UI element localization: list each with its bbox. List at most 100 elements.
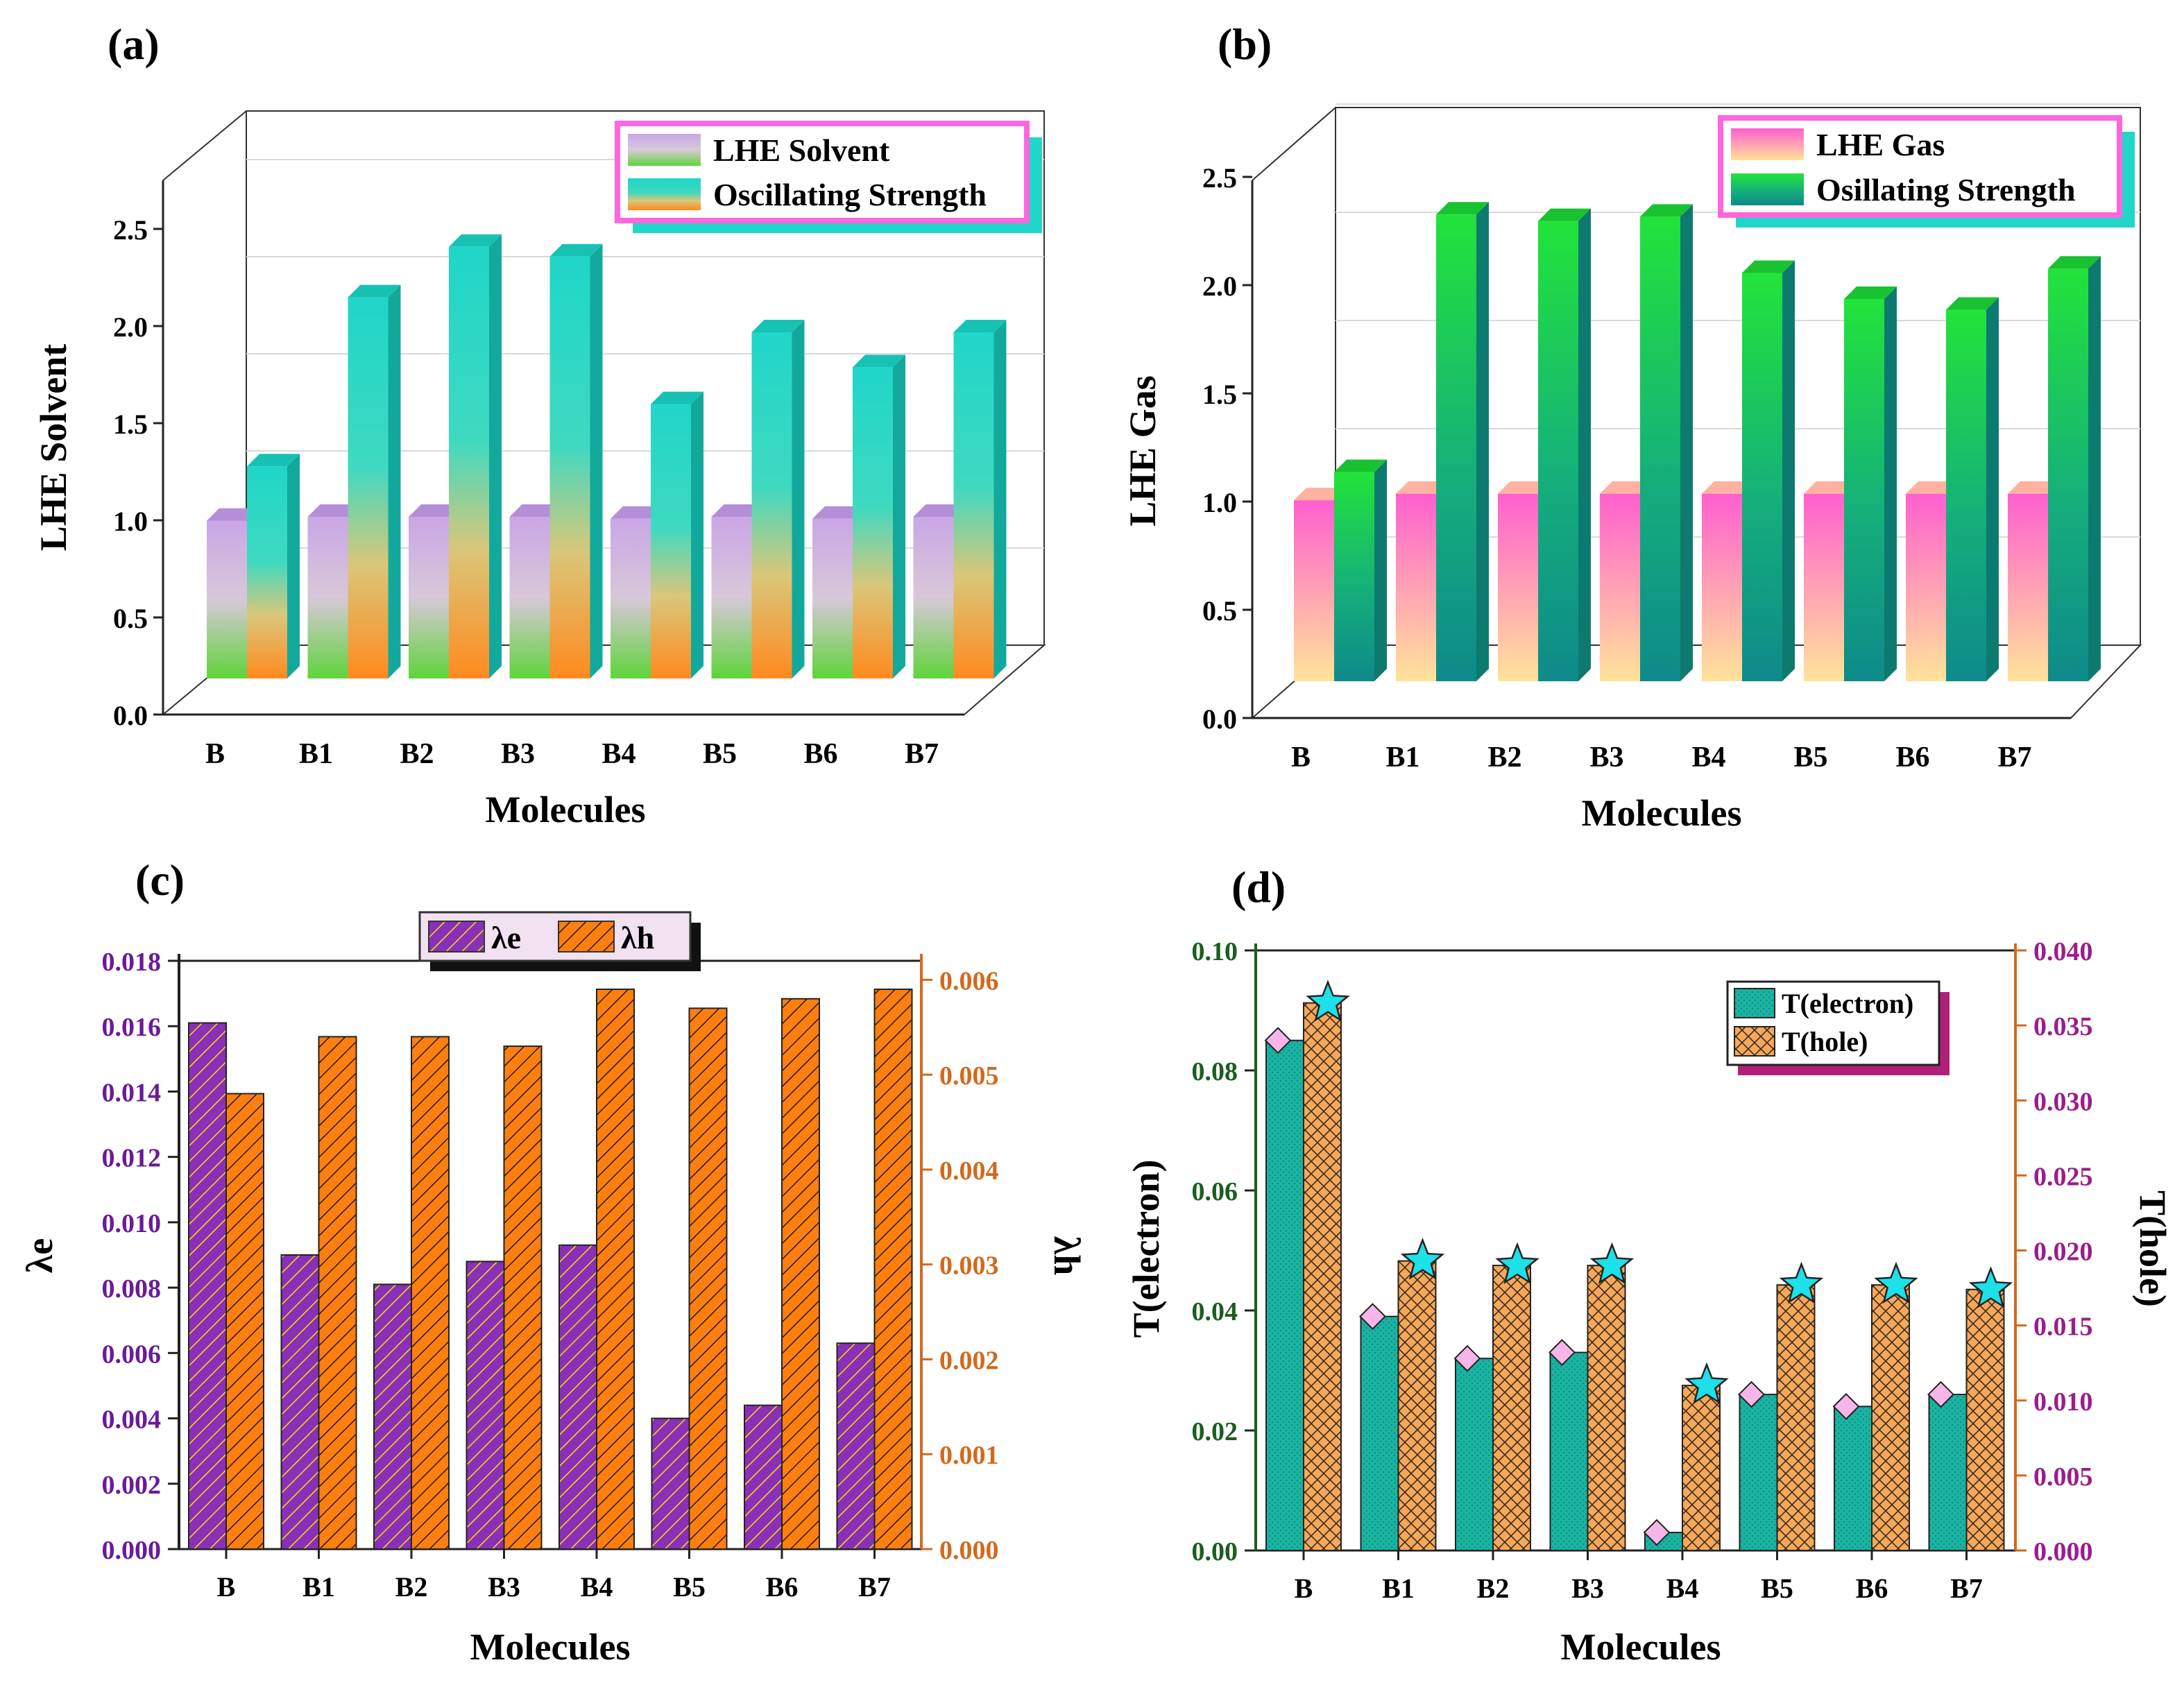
b-bar-top [1396,481,1449,494]
panel-b-y-label: LHE Gas [1122,375,1163,527]
panel-d-right-ticks: 0.000 0.005 0.010 0.015 0.020 0.025 0.030 0.035… [2014,937,2093,1566]
panel-b-legend-osillating: Osillating Strength [1816,172,2076,207]
panel-a-y-label: LHE Solvent [33,344,74,552]
b-bar-top [1702,481,1755,494]
b-xtick-label: B7 [1997,742,2031,774]
panel-a: (a) 0.0 0.5 1.0 1.5 2.0 2.5 B B1 B2 B3 B4 B5 B6 B7 L… [33,19,1046,830]
c-xtick-label: B1 [302,1571,335,1603]
d-xtick-label: B6 [1856,1573,1888,1604]
d-marker-diamond [1927,1381,1954,1408]
panel-b-y-depth-edge [1252,107,1336,181]
panel-c-x-ticks: B B1 B2 B3 B4 B5 B6 B7 [217,1549,891,1603]
a-xtick-label: B7 [905,738,939,770]
b-bar-lhe [1804,493,1844,681]
c-left-tick-label: 0.008 [102,1274,162,1304]
c-bar-lambda-h [596,989,635,1550]
d-xtick-label: B1 [1382,1573,1415,1604]
a-bar-top [409,504,461,517]
panel-a-legend-swatch-osc [628,178,701,210]
panel-a-label: (a) [108,19,160,69]
b-ytick-label: 1.5 [1202,379,1237,410]
b-bar-side [1374,459,1387,681]
a-bar-osc [549,256,590,678]
d-xtick-label: B4 [1666,1573,1699,1604]
c-bar-lambda-e [651,1417,690,1550]
c-bar-lambda-e [280,1254,320,1550]
d-xtick-label: B [1295,1573,1313,1604]
b-bar-top [2008,481,2061,494]
d-right-tick-label: 0.030 [2033,1087,2093,1116]
panel-a-legend-lhe-solvent: LHE Solvent [713,133,890,168]
a-bar-side [792,320,805,678]
d-xtick-label: B5 [1761,1573,1793,1604]
b-bar-osc [1742,273,1782,681]
a-bar-osc [651,404,691,678]
b-bar-osc [2048,268,2088,681]
a-xtick-label: B3 [501,738,535,770]
a-bar-lhe [307,517,348,678]
c-left-tick-label: 0.012 [102,1144,162,1173]
c-xtick-label: B6 [766,1571,799,1603]
b-bar-osc [1640,216,1680,681]
a-bar-side [388,284,401,679]
a-bar-lhe [207,520,247,678]
panel-c-legend-lh: λh [621,920,654,955]
d-right-tick-label: 0.010 [2033,1387,2093,1417]
d-marker-diamond [1549,1339,1576,1366]
c-left-tick-label: 0.016 [102,1013,162,1042]
b-xtick-label: B [1291,742,1311,774]
d-left-tick-label: 0.00 [1192,1537,1238,1566]
a-bar-top [307,504,361,517]
panel-d-legend-swatch-th [1734,1026,1775,1057]
b-bar-side [1476,202,1489,681]
d-left-tick-label: 0.10 [1192,937,1238,966]
panel-b-bars [1294,202,2101,682]
d-bar-t-hole [1776,1284,1816,1552]
panel-d: (d) 0.000.020.040.060.080.10 0.0000.0050… [1125,862,2174,1668]
panel-b-x-label: Molecules [1582,792,1742,834]
panel-a-y-depth-edge [162,110,247,181]
c-bar-lambda-h [781,998,820,1550]
a-xtick-label: B [205,738,225,770]
panel-d-x-ticks: B B1 B2 B3 B4 B5 B6 B7 [1295,1550,1983,1604]
d-marker-diamond [1643,1519,1671,1546]
d-marker-diamond [1359,1303,1386,1331]
d-marker-star [1684,1362,1729,1405]
panel-c: (c) 0.0000.0020.0040.0060.0080.0100.0120… [19,855,1088,1668]
d-bar-t-hole [1587,1265,1626,1551]
b-bar-top [1498,481,1551,494]
panel-c-y-label-right: λh [1046,1236,1088,1276]
panel-d-label: (d) [1231,862,1286,912]
c-xtick-label: B2 [395,1571,428,1603]
d-marker-diamond [1738,1381,1765,1408]
a-ytick-label: 1.0 [113,506,148,537]
b-bar-lhe [1702,493,1742,681]
panel-c-y-label-left: λe [19,1238,60,1274]
c-xtick-label: B3 [488,1571,520,1603]
b-bar-top [1742,260,1795,273]
c-bar-lambda-h [411,1036,450,1550]
a-bar-osc [449,246,489,678]
b-bar-osc [1844,298,1884,682]
a-ytick-label: 2.0 [113,311,148,343]
b-bar-side [2088,256,2101,681]
c-left-tick-label: 0.006 [102,1340,162,1369]
panel-b-legend-swatch-osc [1731,173,1804,205]
b-ytick-label: 1.0 [1202,487,1237,518]
a-bar-side [489,234,502,678]
a-xtick-label: B5 [703,738,737,770]
d-marker-star [1874,1261,1918,1304]
b-ytick-label: 2.5 [1202,162,1237,194]
a-bar-lhe [509,517,550,678]
panel-d-legend-swatch-te [1734,988,1775,1018]
c-xtick-label: B [217,1571,236,1603]
panel-d-legend-te: T(electron) [1782,988,1913,1019]
a-xtick-label: B2 [400,738,434,770]
panel-a-legend-swatch-lhe [628,134,701,166]
c-right-tick-label: 0.001 [939,1441,999,1470]
panel-a-legend: LHE Solvent Oscillating Strength [615,121,1042,233]
d-right-tick-label: 0.005 [2033,1462,2093,1492]
panel-d-legend: T(electron) T(hole) [1726,980,1950,1075]
b-bar-top [1294,488,1347,501]
